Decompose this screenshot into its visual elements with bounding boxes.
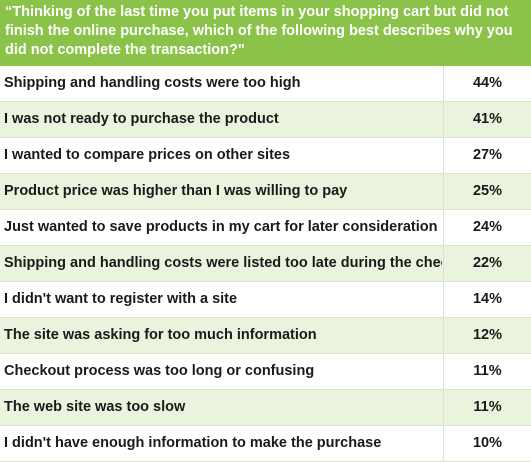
column-divider xyxy=(443,174,444,210)
row-label: The site was asking for too much informa… xyxy=(4,327,317,343)
row-value: 11% xyxy=(473,363,502,379)
row-value: 14% xyxy=(472,291,503,307)
question-header: “Thinking of the last time you put items… xyxy=(0,0,531,66)
table-row: I didn't have enough information to make… xyxy=(0,426,531,462)
table-body: Shipping and handling costs were too hig… xyxy=(0,66,531,462)
row-label: The web site was too slow xyxy=(4,399,186,415)
table-row: The site was asking for too much informa… xyxy=(0,318,531,354)
table-row: The web site was too slow 11% xyxy=(0,390,531,426)
row-label: I didn't want to register with a site xyxy=(4,291,238,307)
table-row: Just wanted to save products in my cart … xyxy=(0,210,531,246)
column-divider xyxy=(443,354,444,390)
row-label: Product price was higher than I was will… xyxy=(4,183,348,199)
row-label: Shipping and handling costs were too hig… xyxy=(4,75,301,91)
column-divider xyxy=(443,390,444,426)
row-label: Just wanted to save products in my cart … xyxy=(4,219,438,235)
column-divider xyxy=(443,246,444,282)
row-label: Shipping and handling costs were listed … xyxy=(4,255,442,271)
column-divider xyxy=(443,318,444,354)
table-row: I was not ready to purchase the product 4… xyxy=(0,102,531,138)
column-divider xyxy=(443,102,444,138)
column-divider xyxy=(443,138,444,174)
column-divider xyxy=(443,426,444,462)
row-value: 27% xyxy=(472,147,503,163)
row-value: 22% xyxy=(472,255,503,271)
row-label: I wanted to compare prices on other site… xyxy=(4,147,291,163)
table-row: Product price was higher than I was will… xyxy=(0,174,531,210)
row-value: 12% xyxy=(472,327,503,343)
column-divider xyxy=(443,282,444,318)
table-row: I wanted to compare prices on other site… xyxy=(0,138,531,174)
column-divider xyxy=(443,66,444,102)
row-value: 25% xyxy=(472,183,503,199)
table-row: I didn't want to register with a site 14% xyxy=(0,282,531,318)
table-row: Shipping and handling costs were listed … xyxy=(0,246,531,282)
table-row: Shipping and handling costs were too hig… xyxy=(0,66,531,102)
row-value: 44% xyxy=(472,75,503,91)
row-label: I didn't have enough information to make… xyxy=(4,435,382,451)
row-value: 24% xyxy=(472,219,503,235)
row-label: I was not ready to purchase the product xyxy=(4,111,279,127)
row-value: 11% xyxy=(473,399,502,415)
row-label: Checkout process was too long or confusi… xyxy=(4,363,315,379)
table-row: Checkout process was too long or confusi… xyxy=(0,354,531,390)
column-divider xyxy=(443,210,444,246)
row-value: 41% xyxy=(472,111,503,127)
row-value: 10% xyxy=(472,435,503,451)
question-text: “Thinking of the last time you put items… xyxy=(5,4,513,58)
